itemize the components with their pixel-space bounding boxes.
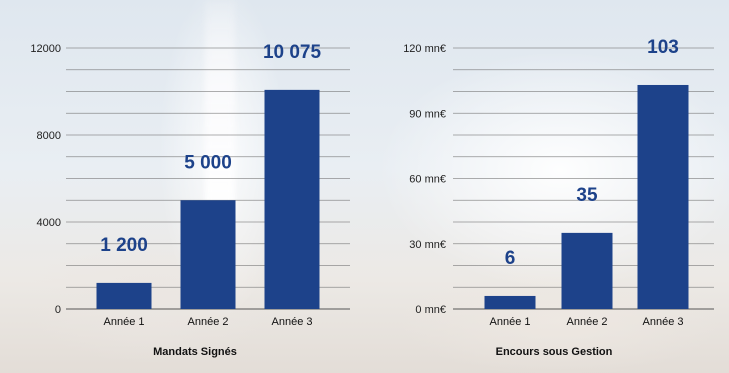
y-tick-label: 4000 — [37, 217, 61, 229]
y-tick-label: 120 mn€ — [403, 43, 446, 55]
data-label: 103 — [647, 37, 679, 58]
y-tick-label: 30 mn€ — [409, 239, 446, 251]
bar — [96, 282, 152, 309]
x-tick-label: Année 1 — [490, 316, 531, 328]
chart-title: Mandats Signés — [153, 346, 237, 358]
y-tick-label: 0 — [55, 304, 61, 316]
x-tick-label: Année 2 — [567, 316, 608, 328]
bar — [264, 89, 320, 310]
data-label: 6 — [505, 248, 516, 269]
bar — [180, 200, 236, 309]
bar — [561, 232, 613, 309]
rocket-launch-background — [205, 0, 235, 220]
data-label: 1 200 — [100, 235, 148, 256]
y-tick-label: 90 mn€ — [409, 108, 446, 120]
bar — [637, 84, 689, 309]
x-tick-label: Année 2 — [188, 316, 229, 328]
data-label: 5 000 — [184, 152, 232, 173]
chart-title: Encours sous Gestion — [496, 346, 613, 358]
x-tick-label: Année 3 — [643, 316, 684, 328]
y-tick-label: 60 mn€ — [409, 174, 446, 186]
y-tick-label: 8000 — [37, 130, 61, 142]
x-tick-label: Année 1 — [104, 316, 145, 328]
data-label: 10 075 — [263, 42, 322, 63]
y-tick-label: 12000 — [30, 43, 61, 55]
y-tick-label: 0 mn€ — [415, 304, 446, 316]
data-label: 35 — [576, 185, 598, 206]
x-tick-label: Année 3 — [272, 316, 313, 328]
bar — [484, 295, 536, 309]
